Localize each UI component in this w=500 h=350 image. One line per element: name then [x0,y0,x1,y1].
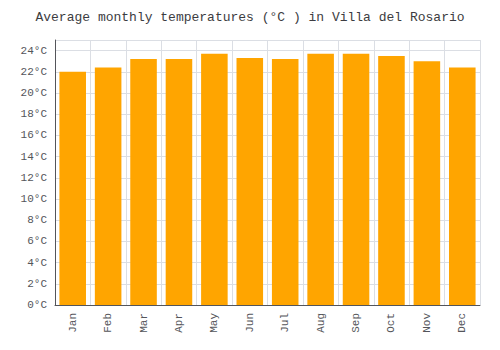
svg-text:12°C: 12°C [21,172,48,184]
svg-text:10°C: 10°C [21,193,48,205]
svg-text:Jun: Jun [244,313,256,333]
svg-text:2°C: 2°C [27,278,47,290]
svg-text:Nov: Nov [421,313,433,333]
svg-text:24°C: 24°C [21,45,48,57]
svg-text:Aug: Aug [315,313,327,333]
svg-text:Feb: Feb [102,313,114,333]
svg-text:Jul: Jul [279,313,291,333]
svg-text:Jan: Jan [67,313,79,333]
svg-text:Mar: Mar [138,313,150,333]
svg-text:4°C: 4°C [27,257,47,269]
svg-text:Sep: Sep [350,313,362,333]
svg-text:May: May [208,313,220,333]
svg-text:8°C: 8°C [27,214,47,226]
svg-text:16°C: 16°C [21,129,48,141]
svg-text:Dec: Dec [456,313,468,333]
svg-text:22°C: 22°C [21,66,48,78]
svg-text:20°C: 20°C [21,87,48,99]
svg-text:Apr: Apr [173,313,185,333]
svg-text:6°C: 6°C [27,235,47,247]
svg-text:Average monthly temperatures (: Average monthly temperatures (°C ) in Vi… [35,10,464,25]
svg-text:14°C: 14°C [21,151,48,163]
svg-text:18°C: 18°C [21,108,48,120]
svg-text:0°C: 0°C [27,299,47,311]
svg-text:Oct: Oct [385,313,397,333]
